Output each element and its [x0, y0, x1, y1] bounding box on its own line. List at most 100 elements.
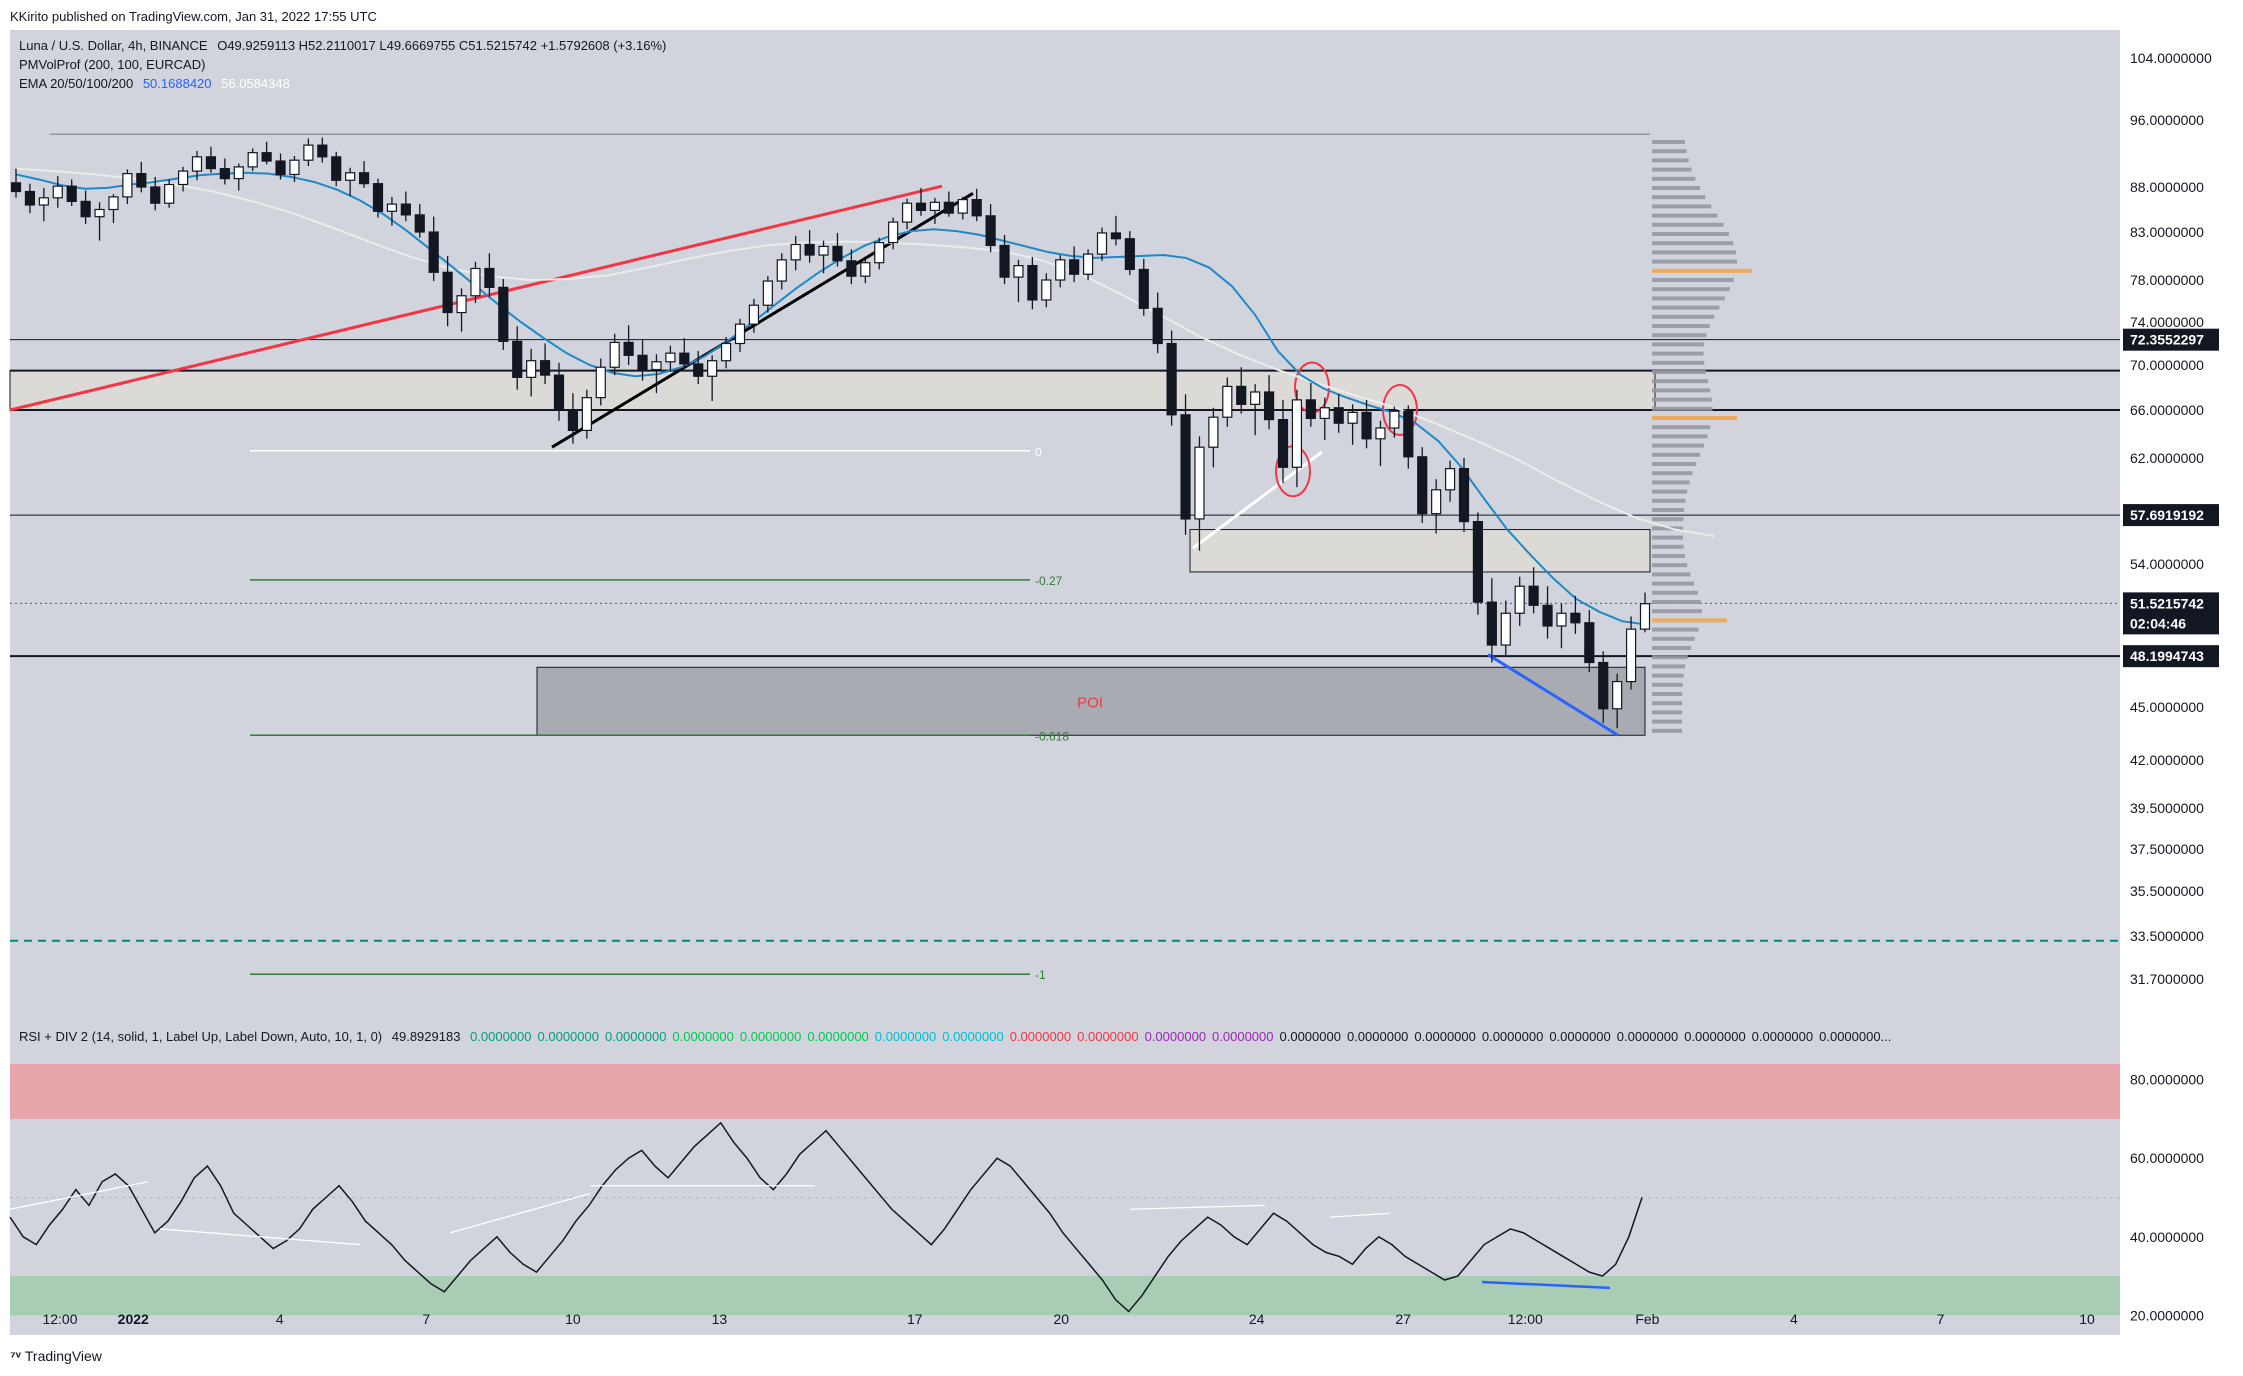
candle	[372, 178, 384, 218]
candle	[205, 146, 217, 173]
volume-profile-bar	[1652, 232, 1729, 236]
candle	[1612, 673, 1623, 729]
price-tag-label: 57.6919192	[2130, 507, 2204, 523]
volume-profile-bar	[1652, 268, 1752, 273]
candle	[1208, 407, 1219, 468]
price-divergence-line	[1487, 653, 1619, 737]
candle	[1556, 603, 1567, 649]
rsi-axis-tick: 60.0000000	[2130, 1150, 2204, 1166]
ema-legend: EMA 20/50/100/200 50.1688420 56.0584348	[19, 76, 296, 91]
candle	[108, 194, 119, 223]
ohlc-values: O49.9259113 H52.2110017 L49.6669755 C51.…	[217, 38, 667, 53]
candle-body	[150, 186, 161, 204]
volume-profile-bar	[1652, 287, 1730, 292]
candle	[400, 191, 411, 222]
price-axis-tick: 66.0000000	[2130, 402, 2204, 418]
candle-body	[1166, 342, 1177, 416]
candle-body	[971, 199, 982, 217]
candle-body	[734, 323, 746, 345]
candle	[693, 351, 704, 385]
volume-profile-bar	[1652, 627, 1699, 632]
candle	[734, 318, 746, 353]
candle-body	[707, 360, 718, 377]
candle-body	[1375, 427, 1386, 440]
volume-profile-bar	[1652, 259, 1738, 264]
rising-wedge-lower-line	[551, 192, 974, 449]
candle	[1639, 592, 1651, 633]
rsi-legend-value: 0.0000000	[739, 1029, 802, 1044]
candle	[748, 298, 760, 333]
volume-profile-bar	[1652, 342, 1705, 347]
volume-profile-bar	[1652, 471, 1693, 476]
volume-profile-bar	[1652, 517, 1684, 522]
tradingview-logo[interactable]: ⁷ᵛ TradingView	[10, 1348, 102, 1364]
volume-profile-bar	[1652, 305, 1720, 310]
volume-profile-bar	[1652, 278, 1734, 282]
candle	[860, 257, 871, 284]
time-axis-tick: 2022	[118, 1311, 149, 1327]
volume-profile-bar	[1652, 682, 1683, 687]
volume-profile-bar	[1652, 149, 1687, 154]
candle	[80, 190, 91, 224]
candle-body	[860, 262, 871, 277]
volume-profile-bar	[1652, 314, 1715, 319]
rsi-legend-area	[10, 995, 2120, 1060]
candle	[219, 158, 230, 185]
rsi-legend-value: 0.0000000	[1279, 1029, 1341, 1044]
candle	[776, 253, 787, 290]
candle	[1180, 394, 1191, 535]
candle	[358, 161, 370, 188]
volume-profile-bar	[1652, 379, 1709, 384]
candle	[191, 150, 203, 181]
candle-body	[1180, 414, 1191, 520]
volume-profile-bar	[1652, 296, 1725, 301]
candle-body	[456, 295, 467, 314]
candle	[1277, 399, 1289, 484]
candle-body	[637, 354, 648, 371]
candle-body	[651, 361, 662, 371]
candle-body	[1041, 279, 1052, 301]
candle-body	[1556, 612, 1567, 627]
candle-body	[317, 144, 328, 158]
candle	[1458, 458, 1470, 533]
candle	[122, 169, 133, 205]
candle	[720, 337, 732, 369]
candle-body	[1208, 416, 1219, 448]
candle-body	[846, 260, 857, 277]
candle	[971, 188, 982, 222]
volume-profile-bar	[1652, 554, 1685, 558]
candle-body	[1514, 585, 1525, 614]
price-panel[interactable]	[10, 30, 2120, 995]
time-axis-tick: 12:00	[42, 1311, 77, 1327]
candle	[414, 204, 425, 238]
price-axis-tick: 42.0000000	[2130, 752, 2204, 768]
candle-body	[901, 202, 913, 223]
candle	[1152, 292, 1163, 354]
zone-box	[1189, 529, 1651, 573]
candle-body	[553, 374, 565, 411]
time-axis-tick: 4	[276, 1311, 284, 1327]
candle-body	[1598, 661, 1609, 710]
candle	[901, 198, 913, 230]
volume-profile-bar	[1652, 728, 1683, 733]
candle	[289, 156, 300, 182]
rsi-legend-value: 0.0000000	[1077, 1029, 1139, 1044]
rsi-oversold-band	[10, 1276, 2120, 1316]
candle	[1417, 447, 1428, 523]
candle-body	[247, 152, 258, 168]
candle	[1096, 227, 1108, 261]
candle-body	[1570, 612, 1581, 624]
candle-body	[1625, 628, 1637, 683]
candle	[999, 234, 1010, 285]
candle-body	[1082, 253, 1094, 275]
volume-profile-bar	[1652, 213, 1718, 218]
candle-body	[414, 214, 425, 233]
volume-profile-bar	[1652, 204, 1712, 209]
candle	[665, 345, 676, 372]
candle-body	[609, 341, 620, 368]
price-tag-bg	[2123, 328, 2219, 351]
candle-body	[1277, 419, 1289, 468]
rsi-legend-value: 0.0000000	[942, 1029, 1004, 1044]
candle-body	[1124, 238, 1135, 271]
